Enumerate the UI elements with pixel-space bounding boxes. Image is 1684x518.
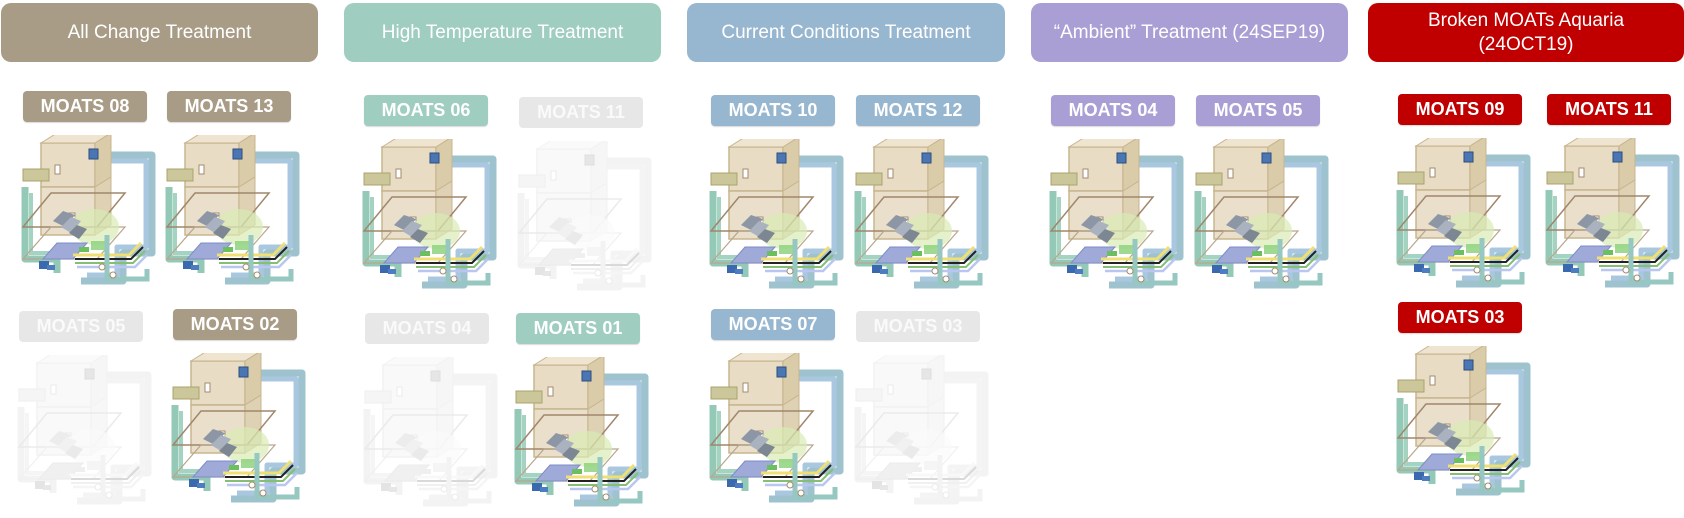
- moats-label: MOATS 03: [856, 311, 980, 342]
- aquarium-icon: [1392, 138, 1540, 290]
- moats-unit: MOATS 05: [13, 311, 161, 516]
- moats-unit: MOATS 11: [513, 97, 661, 302]
- moats-unit: MOATS 02: [167, 309, 315, 514]
- moats-label: MOATS 11: [1547, 94, 1671, 125]
- moats-label: MOATS 07: [711, 309, 835, 340]
- aquarium-icon: [513, 141, 661, 293]
- moats-unit: MOATS 05: [1190, 95, 1338, 300]
- aquarium-icon: [1190, 139, 1338, 291]
- aquarium-icon: [1541, 138, 1684, 290]
- moats-label: MOATS 06: [364, 95, 488, 126]
- moats-label: MOATS 12: [856, 95, 980, 126]
- aquarium-icon: [358, 139, 506, 291]
- treatment-title: Broken MOATs Aquaria (24OCT19): [1427, 9, 1625, 55]
- moats-unit: MOATS 04: [1045, 95, 1193, 300]
- aquarium-icon: [17, 135, 165, 287]
- treatment-title: Current Conditions Treatment: [721, 21, 971, 43]
- aquarium-icon: [13, 355, 161, 507]
- treatment-header-ambient: “Ambient” Treatment (24SEP19): [1031, 3, 1348, 62]
- moats-unit: MOATS 12: [850, 95, 998, 300]
- aquarium-icon: [850, 139, 998, 291]
- moats-unit: MOATS 04: [359, 313, 507, 518]
- moats-label: MOATS 05: [19, 311, 143, 342]
- aquarium-icon: [167, 353, 315, 505]
- moats-unit: MOATS 10: [705, 95, 853, 300]
- moats-unit: MOATS 06: [358, 95, 506, 300]
- moats-unit: MOATS 09: [1392, 94, 1540, 299]
- aquarium-icon: [1045, 139, 1193, 291]
- moats-label: MOATS 10: [711, 95, 835, 126]
- moats-label: MOATS 04: [365, 313, 489, 344]
- treatment-header-high-temperature: High Temperature Treatment: [344, 3, 661, 62]
- moats-unit: MOATS 13: [161, 91, 309, 296]
- moats-label: MOATS 01: [516, 313, 640, 344]
- treatment-header-all-change: All Change Treatment: [1, 3, 318, 62]
- moats-label: MOATS 03: [1398, 302, 1522, 333]
- aquarium-icon: [705, 353, 853, 505]
- treatment-header-current-conditions: Current Conditions Treatment: [687, 3, 1005, 62]
- moats-label: MOATS 09: [1398, 94, 1522, 125]
- treatment-header-broken: Broken MOATs Aquaria (24OCT19): [1368, 3, 1684, 62]
- moats-label: MOATS 11: [519, 97, 643, 128]
- aquarium-icon: [850, 355, 998, 507]
- moats-unit: MOATS 08: [17, 91, 165, 296]
- moats-label: MOATS 02: [173, 309, 297, 340]
- moats-unit: MOATS 01: [510, 313, 658, 518]
- aquarium-icon: [161, 135, 309, 287]
- moats-unit: MOATS 07: [705, 309, 853, 514]
- aquarium-icon: [1392, 346, 1540, 498]
- aquarium-icon: [510, 357, 658, 509]
- aquarium-icon: [359, 357, 507, 509]
- moats-unit: MOATS 03: [1392, 302, 1540, 507]
- moats-label: MOATS 05: [1196, 95, 1320, 126]
- treatment-title: All Change Treatment: [67, 21, 252, 43]
- moats-unit: MOATS 03: [850, 311, 998, 516]
- treatment-title: “Ambient” Treatment (24SEP19): [1053, 21, 1326, 43]
- moats-label: MOATS 13: [167, 91, 291, 122]
- moats-label: MOATS 04: [1051, 95, 1175, 126]
- treatment-title: High Temperature Treatment: [381, 21, 624, 43]
- aquarium-icon: [705, 139, 853, 291]
- moats-unit: MOATS 11: [1541, 94, 1684, 299]
- moats-label: MOATS 08: [23, 91, 147, 122]
